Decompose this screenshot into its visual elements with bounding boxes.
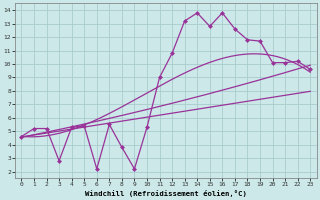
X-axis label: Windchill (Refroidissement éolien,°C): Windchill (Refroidissement éolien,°C) [85,190,247,197]
